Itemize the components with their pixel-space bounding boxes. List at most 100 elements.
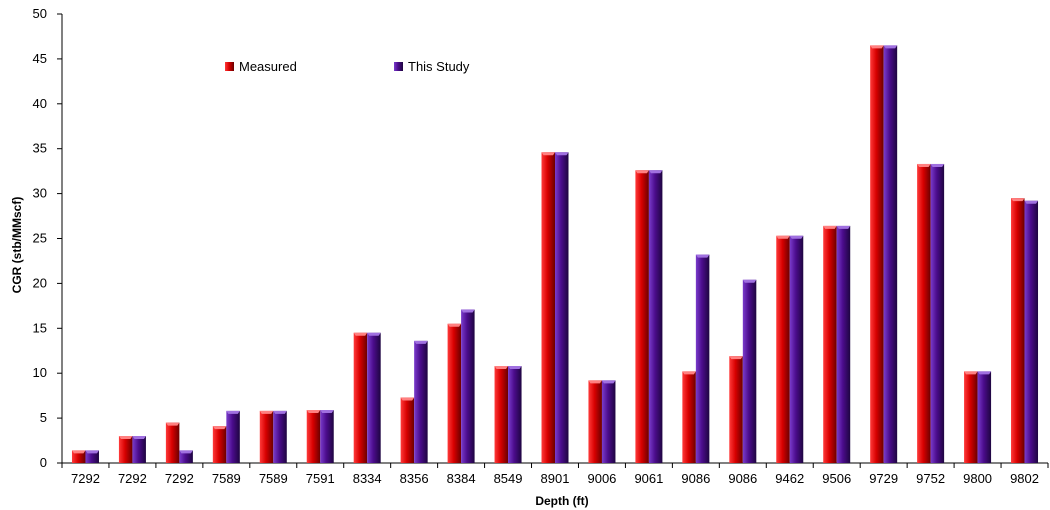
this-study-bar [85,450,99,463]
measured-bar [1011,198,1025,463]
this-study-bar-cap [555,152,569,156]
measured-bar [635,170,649,463]
this-study-bar [836,225,851,463]
measured-bar [870,45,884,464]
legend-swatch-measured [225,62,234,71]
y-tick-label: 15 [33,320,47,335]
x-tick-label: 9752 [916,471,945,486]
this-study-bar [367,332,381,463]
measured-bar [165,422,180,463]
legend-label-measured: Measured [239,59,297,74]
x-tick-label: 9506 [822,471,851,486]
this-study-bar [695,254,710,463]
legend-label-this-study: This Study [408,59,470,74]
this-study-bar [883,45,898,464]
y-axis-title: CGR (stb/MMscf) [10,197,24,294]
x-tick-label: 8356 [400,471,429,486]
y-tick-label: 5 [40,410,47,425]
this-study-bar [320,410,334,463]
measured-bar [353,332,368,463]
y-tick-label: 30 [33,186,47,201]
measured-bar-cap [541,152,555,156]
this-study-bar-cap [320,410,334,414]
x-tick-label: 9462 [775,471,804,486]
measured-bar-cap [165,422,180,426]
this-study-bar-cap [601,380,616,384]
y-tick-label: 50 [33,6,47,21]
y-tick-label: 0 [40,455,47,470]
x-tick-label: 8384 [447,471,476,486]
x-tick-label: 8549 [494,471,523,486]
y-tick-label: 35 [33,141,47,156]
legend: Measured This Study [225,59,470,74]
axes: 0 5 10 15 20 25 30 35 40 45 50 7292 7292 7292 7589 7589… [33,6,1049,486]
this-study-bar-cap [742,279,757,283]
measured-bar [682,371,696,463]
measured-bar [964,371,978,463]
measured-bar [71,450,86,463]
x-tick-label: 9061 [634,471,663,486]
this-study-bar-cap [883,45,898,49]
measured-bar-cap [635,170,649,174]
x-tick-label: 7292 [165,471,194,486]
this-study-bar-cap [930,163,945,167]
measured-bar [259,410,274,463]
measured-bar-cap [870,45,884,49]
this-study-bar [461,309,475,463]
this-study-bar-cap [977,371,992,375]
measured-bar-cap [682,371,696,375]
this-study-bar [742,279,757,463]
this-study-bar [273,410,287,463]
measured-bar-cap [917,163,931,167]
this-study-bar-cap [273,410,287,414]
x-tick-label: 8901 [541,471,570,486]
this-study-bar-cap [1024,200,1039,204]
y-tick-label: 40 [33,96,47,111]
this-study-bar [414,340,428,463]
this-study-bar-cap [414,340,428,344]
this-study-bar [977,371,992,463]
x-tick-label: 7591 [306,471,335,486]
x-tick-label: 8334 [353,471,382,486]
bars [71,45,1039,464]
measured-bar [776,235,790,463]
measured-bar [118,436,133,463]
this-study-bar-cap [85,450,99,454]
measured-bar-cap [353,332,368,336]
this-study-bar-cap [789,235,804,239]
this-study-bar-cap [179,450,193,454]
this-study-bar [555,152,569,464]
x-tick-label: 9800 [963,471,992,486]
measured-bar-cap [776,235,790,239]
this-study-bar-cap [367,332,381,336]
y-tick-label: 20 [33,275,47,290]
x-tick-label: 9086 [728,471,757,486]
this-study-bar [789,235,804,463]
measured-bar-cap [494,366,509,370]
y-tick-label: 45 [33,51,47,66]
measured-bar-cap [1011,198,1025,202]
measured-bar [400,397,415,463]
measured-bar [541,152,555,464]
x-tick-label: 7589 [212,471,241,486]
this-study-bar-cap [226,410,240,414]
this-study-bar [930,163,945,463]
this-study-bar-cap [648,170,663,174]
measured-bar-cap [964,371,978,375]
measured-bar [447,323,462,463]
measured-bar-cap [447,323,462,327]
this-study-bar [1024,200,1039,463]
measured-bar [823,225,837,463]
measured-bar-cap [212,426,227,430]
measured-bar-cap [400,397,415,401]
x-tick-label: 9802 [1010,471,1039,486]
x-tick-label: 7292 [71,471,100,486]
measured-bar-cap [306,410,321,414]
x-tick-label: 7292 [118,471,147,486]
measured-bar [494,366,509,463]
legend-swatch-this-study [394,62,403,71]
this-study-bar-cap [132,436,146,440]
this-study-bar [508,366,522,463]
measured-bar [212,426,227,463]
this-study-bar-cap [695,254,710,258]
